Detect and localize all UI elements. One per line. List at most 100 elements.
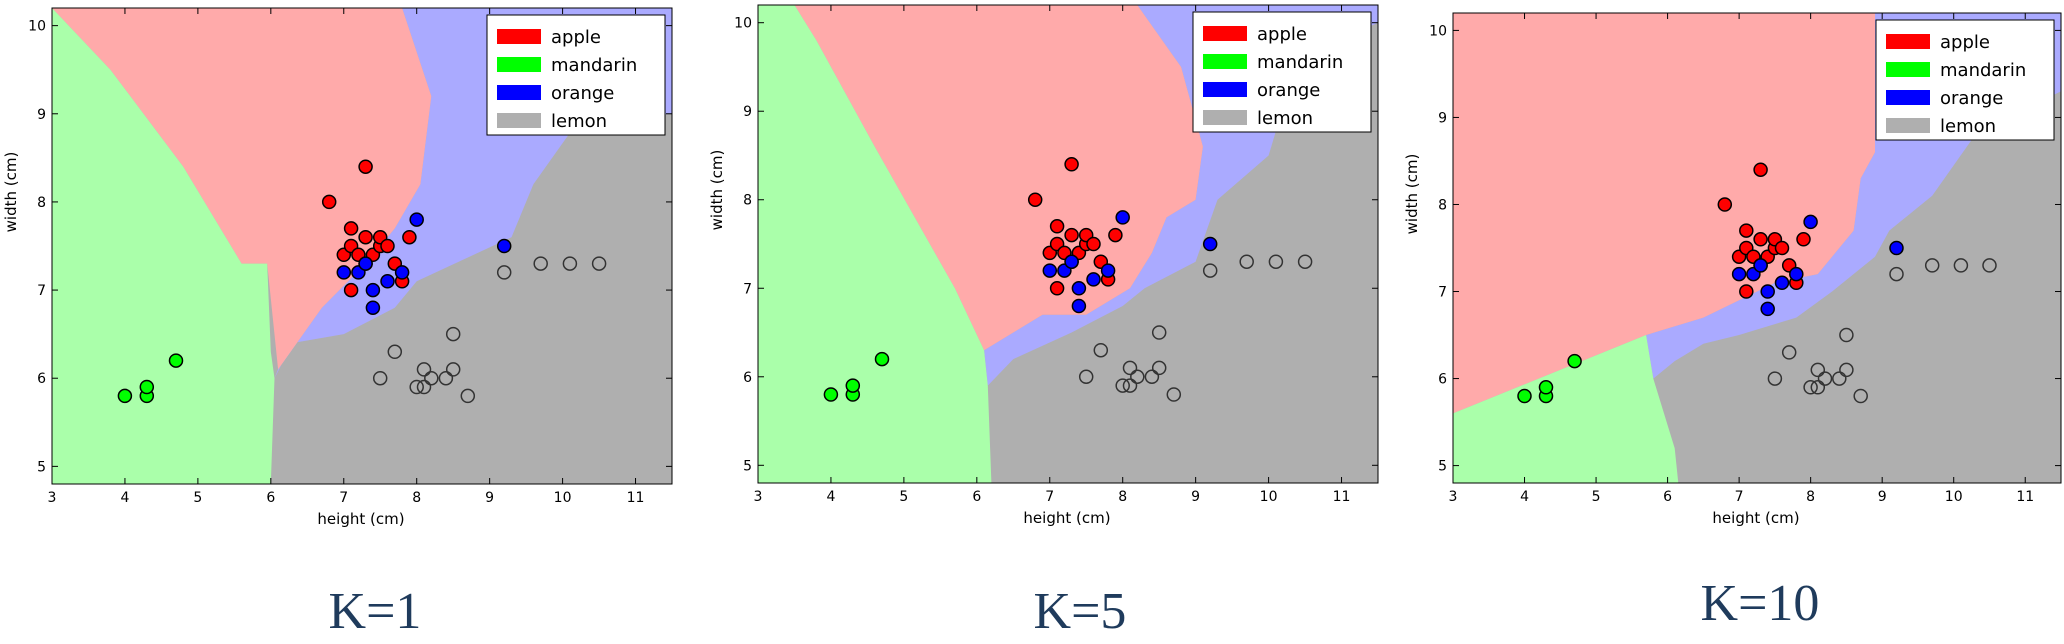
point-apple — [1753, 232, 1768, 247]
point-lemon — [1151, 360, 1167, 376]
point-lemon — [387, 344, 403, 360]
point-orange — [365, 282, 381, 298]
x-tick-label: 5 — [899, 489, 908, 505]
point-lemon — [1078, 369, 1094, 385]
point-lemon — [533, 256, 548, 271]
point-orange — [1789, 266, 1804, 282]
x-tick-label: 4 — [1520, 489, 1529, 505]
point-lemon — [1202, 263, 1218, 278]
point-lemon — [1781, 345, 1797, 360]
y-tick-label: 5 — [743, 458, 752, 474]
x-tick-label: 3 — [754, 489, 763, 505]
point-lemon — [562, 256, 578, 271]
y-tick-label: 5 — [1438, 459, 1447, 475]
x-tick-label: 6 — [972, 489, 981, 505]
point-lemon — [1810, 362, 1826, 378]
x-tick-label: 3 — [1449, 489, 1458, 505]
point-lemon — [416, 379, 432, 395]
point-lemon — [1889, 266, 1904, 282]
x-tick-label: 3 — [48, 490, 57, 506]
legend-swatch-orange — [1203, 82, 1247, 97]
point-lemon — [1166, 387, 1182, 402]
legend-swatch-apple — [1203, 26, 1247, 41]
point-lemon — [416, 362, 432, 377]
point-orange — [1731, 266, 1747, 282]
point-lemon — [372, 370, 388, 386]
point-lemon — [1832, 371, 1847, 386]
point-apple — [358, 159, 373, 174]
x-tick-label: 8 — [1118, 489, 1127, 505]
point-lemon — [445, 326, 461, 342]
point-lemon — [409, 379, 424, 395]
y-tick-label: 10 — [1429, 23, 1447, 39]
point-apple — [1027, 192, 1043, 207]
x-tick-label: 5 — [193, 490, 202, 506]
point-apple — [1739, 284, 1754, 299]
point-lemon — [1924, 258, 1940, 273]
legend-label-lemon: lemon — [1940, 116, 1996, 137]
y-axis-label: width (cm) — [708, 150, 726, 231]
point-lemon — [424, 370, 439, 386]
legend-label-lemon: lemon — [551, 111, 607, 132]
x-tick-label: 7 — [1735, 489, 1744, 505]
point-apple — [380, 238, 395, 254]
legend: apple mandarin orange lemon — [1875, 19, 2055, 141]
point-orange — [1889, 240, 1904, 256]
y-tick-label: 7 — [37, 283, 46, 299]
point-lemon — [1803, 380, 1818, 395]
x-tick-label: 11 — [1333, 489, 1351, 505]
legend-swatch-mandarin — [1203, 54, 1247, 69]
plot-frame — [757, 4, 1379, 484]
point-mandarin — [845, 378, 861, 393]
x-axis-label: height (cm) — [317, 510, 404, 528]
y-tick-label: 5 — [37, 459, 46, 475]
point-apple — [1064, 157, 1079, 172]
x-tick-label: 5 — [1592, 489, 1601, 505]
legend-label-orange: orange — [1940, 88, 2003, 109]
point-orange — [1760, 301, 1775, 317]
region-mandarin — [1453, 335, 1679, 483]
chart-panel-k5: 3 4 5 6 7 8 9 10 11 5 6 7 8 9 10 height (cm) width (cm) a… — [708, 4, 1379, 640]
point-lemon — [1810, 380, 1826, 395]
scatter-points — [1517, 162, 1997, 404]
point-mandarin — [823, 387, 839, 402]
y-tick-label: 9 — [743, 104, 752, 120]
point-apple — [1049, 219, 1065, 234]
y-tick-label: 8 — [1438, 197, 1447, 213]
y-tick-label: 6 — [1438, 372, 1447, 388]
point-apple — [343, 282, 359, 298]
legend-label-apple: apple — [1940, 32, 1990, 53]
x-tick-label: 11 — [627, 490, 645, 506]
x-tick-label: 10 — [1945, 489, 1963, 505]
point-apple — [1049, 281, 1065, 296]
point-lemon — [1144, 369, 1160, 385]
point-lemon — [1297, 254, 1313, 269]
legend-label-apple: apple — [1257, 24, 1307, 45]
point-orange — [1115, 210, 1130, 225]
point-lemon — [591, 256, 607, 271]
point-lemon — [1151, 325, 1167, 340]
point-apple — [343, 221, 359, 236]
point-lemon — [1982, 258, 1997, 273]
point-mandarin — [117, 388, 133, 404]
region-apple — [1453, 13, 1875, 414]
point-orange — [1803, 214, 1818, 230]
x-tick-label: 7 — [1045, 489, 1054, 505]
legend-label-apple: apple — [551, 27, 601, 48]
point-orange — [1064, 254, 1079, 269]
y-tick-label: 6 — [37, 371, 46, 387]
point-lemon — [1767, 371, 1783, 386]
point-lemon — [445, 362, 461, 377]
x-tick-label: 10 — [1260, 489, 1278, 505]
chart-panel-k1: 3 4 5 6 7 8 9 10 11 5 6 7 8 9 10 height (cm) width (cm) a… — [2, 7, 673, 640]
point-apple — [1796, 232, 1811, 247]
point-apple — [1086, 236, 1101, 252]
point-apple — [1774, 240, 1790, 256]
point-lemon — [1122, 360, 1138, 376]
legend-label-mandarin: mandarin — [1257, 52, 1343, 73]
y-axis-label: width (cm) — [2, 152, 20, 233]
point-orange — [365, 300, 381, 315]
point-lemon — [1122, 378, 1138, 393]
y-tick-label: 8 — [743, 193, 752, 209]
